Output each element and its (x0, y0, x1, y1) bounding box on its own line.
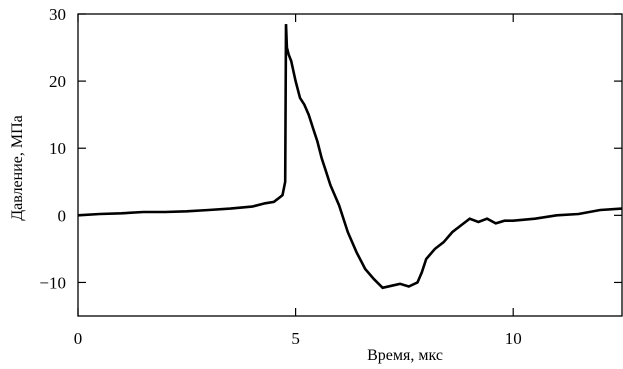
x-tick-label: 10 (505, 329, 522, 348)
plot-area (77, 13, 623, 317)
y-tick-label: 0 (58, 206, 67, 225)
y-tick-label: 20 (49, 72, 66, 91)
y-tick-label: 30 (49, 5, 66, 24)
x-tick-label: 5 (291, 329, 300, 348)
x-tick-label: 0 (74, 329, 83, 348)
plot-frame (77, 13, 623, 317)
y-axis-label: Давление, МПа (9, 115, 26, 221)
y-tick-label: −10 (39, 273, 66, 292)
y-tick-label: 10 (49, 139, 66, 158)
x-axis: 0 5 10 (74, 14, 522, 348)
pressure-series-line (77, 24, 623, 290)
y-axis: −10 0 10 20 30 (39, 5, 622, 292)
x-axis-label: Время, мкс (367, 347, 443, 364)
